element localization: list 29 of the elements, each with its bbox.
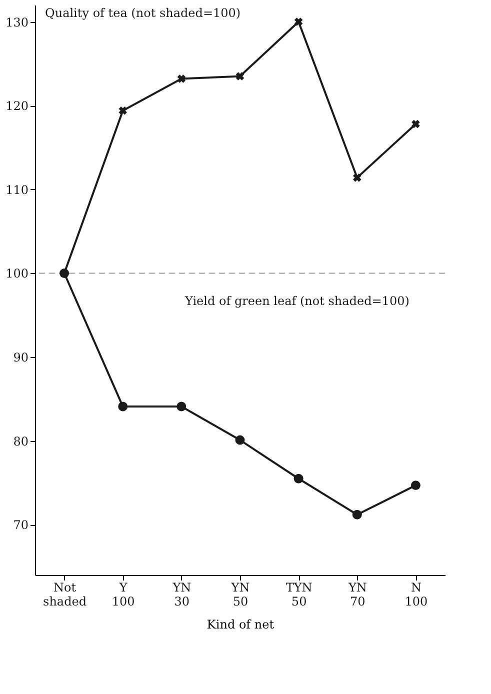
- y-tick-label: 130: [6, 15, 28, 30]
- annotation: Quality of tea (not shaded=100): [45, 6, 241, 20]
- y-tick-label: 80: [13, 434, 28, 448]
- x-tick-label: YN 70: [347, 580, 367, 608]
- point: [412, 120, 420, 128]
- y-tick-label: 70: [13, 518, 28, 532]
- point: [118, 402, 128, 412]
- x-tick-label: TYN 50: [286, 580, 312, 608]
- point: [118, 106, 127, 115]
- x-tick-label: Not shaded: [43, 580, 87, 608]
- x-tick-label: N 100: [404, 580, 428, 608]
- y-tick-label: 110: [6, 182, 28, 197]
- point: [353, 174, 362, 182]
- x-tick-label: Y 100: [112, 580, 135, 608]
- point: [177, 74, 186, 83]
- point: [352, 510, 362, 520]
- y-tick-label: 120: [6, 99, 28, 114]
- x-tick-label: YN 30: [172, 580, 192, 608]
- y-tick-label: 100: [6, 266, 28, 281]
- point: [176, 402, 186, 412]
- point: [236, 72, 244, 80]
- y-tick-label: 90: [13, 350, 28, 365]
- annotation: Yield of green leaf (not shaded=100): [184, 294, 410, 308]
- x-axis-title: Kind of net: [206, 618, 274, 632]
- point: [294, 474, 304, 484]
- point: [410, 480, 420, 490]
- point: [235, 435, 245, 445]
- x-tick-label: YN 50: [230, 580, 250, 608]
- point: [294, 18, 303, 26]
